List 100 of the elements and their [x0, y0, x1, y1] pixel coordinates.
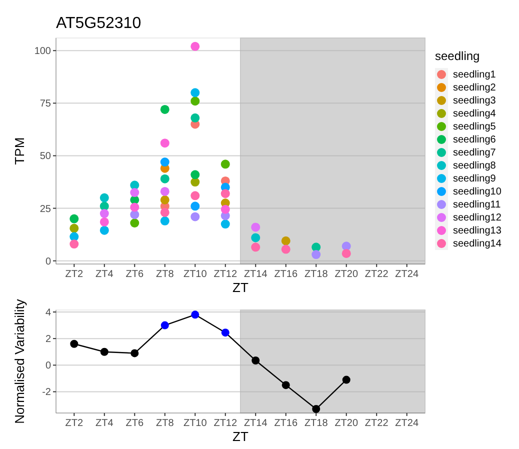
legend-title: seedling [435, 49, 480, 63]
point [160, 321, 169, 330]
point [281, 236, 290, 246]
point [251, 222, 260, 232]
y-axis-title: Normalised Variability [12, 298, 27, 424]
legend-label: seedling7 [453, 148, 496, 158]
point [100, 193, 109, 202]
y-tick-label: 2 [45, 334, 52, 346]
x-tick-label: ZT12 [214, 269, 238, 280]
legend-label: seedling4 [453, 108, 496, 120]
legend-label: seedling6 [453, 134, 496, 146]
y-tick-label: 0 [45, 360, 52, 372]
point [160, 158, 170, 167]
x-tick-label: ZT4 [96, 269, 114, 280]
x-tick-label: ZT24 [395, 418, 419, 429]
x-tick-label: ZT6 [126, 269, 144, 280]
point [220, 189, 230, 198]
point [190, 42, 200, 51]
point [221, 328, 230, 337]
point [312, 405, 320, 414]
point [160, 208, 170, 217]
x-tick-label: ZT8 [156, 269, 174, 280]
point [190, 202, 200, 211]
point [252, 356, 260, 365]
point [70, 340, 78, 348]
x-tick-label: ZT2 [65, 418, 84, 429]
point [70, 214, 79, 224]
point [342, 248, 351, 258]
point [342, 376, 350, 384]
point [160, 216, 170, 226]
y-tick-label: 75 [40, 98, 52, 110]
point [190, 96, 200, 106]
y-tick-label: 100 [34, 46, 52, 58]
x-tick-label: ZT16 [274, 418, 298, 429]
point [220, 204, 230, 214]
point [190, 212, 200, 222]
point [190, 113, 200, 122]
point [191, 310, 200, 319]
point [100, 226, 109, 235]
x-tick-label: ZT4 [96, 418, 114, 429]
y-tick-label: 25 [40, 204, 52, 215]
point [130, 349, 139, 358]
point [190, 191, 200, 200]
point [251, 233, 260, 242]
x-tick-label: ZT14 [244, 418, 268, 429]
point [220, 220, 230, 229]
chart-title: AT5G52310 [56, 15, 142, 32]
x-tick-label: ZT10 [183, 269, 208, 280]
legend-label: seedling9 [453, 174, 496, 184]
point [70, 224, 79, 233]
x-tick-label: ZT22 [364, 269, 389, 280]
x-tick-label: ZT22 [364, 418, 389, 429]
point [190, 88, 200, 98]
x-tick-label: ZT6 [126, 418, 144, 429]
x-tick-label: ZT18 [304, 269, 328, 280]
x-tick-label: ZT20 [334, 418, 358, 429]
x-axis-title: ZT [232, 429, 248, 444]
point [130, 218, 140, 228]
x-tick-label: ZT20 [334, 269, 358, 280]
point [160, 186, 170, 196]
x-axis-title: ZT [232, 280, 248, 295]
point [251, 242, 260, 252]
point [130, 202, 140, 212]
y-tick-label: 50 [40, 151, 52, 162]
point [70, 240, 79, 249]
legend-label: seedling2 [453, 82, 496, 94]
point [190, 170, 200, 180]
x-tick-label: ZT2 [65, 269, 84, 280]
point [100, 348, 108, 356]
x-tick-label: ZT16 [274, 269, 298, 280]
point [160, 138, 170, 148]
point [100, 217, 109, 226]
y-tick-label: 0 [45, 256, 52, 268]
point [160, 174, 170, 184]
y-axis-title: TPM [12, 137, 27, 165]
x-tick-label: ZT8 [156, 418, 174, 429]
legend-label: seedling5 [453, 122, 496, 132]
legend-label: seedling8 [453, 160, 496, 172]
point [100, 209, 109, 218]
point [282, 381, 290, 390]
point [130, 210, 140, 220]
point [160, 104, 170, 114]
x-tick-label: ZT18 [304, 418, 328, 429]
point [281, 244, 290, 254]
point [220, 160, 230, 169]
legend-label: seedling12 [453, 212, 502, 224]
y-tick-label: 4 [45, 307, 52, 318]
point [130, 188, 140, 198]
x-tick-label: ZT10 [183, 418, 208, 429]
point [160, 195, 170, 204]
y-tick-label: -2 [42, 387, 52, 398]
x-tick-label: ZT12 [214, 418, 238, 429]
legend-label: seedling14 [453, 238, 502, 250]
point [312, 250, 321, 260]
legend-label: seedling10 [453, 186, 502, 198]
legend-label: seedling3 [453, 96, 496, 106]
x-tick-label: ZT24 [395, 269, 419, 280]
legend-label: seedling1 [453, 70, 496, 80]
legend-label: seedling11 [453, 200, 502, 210]
x-tick-label: ZT14 [244, 269, 268, 280]
